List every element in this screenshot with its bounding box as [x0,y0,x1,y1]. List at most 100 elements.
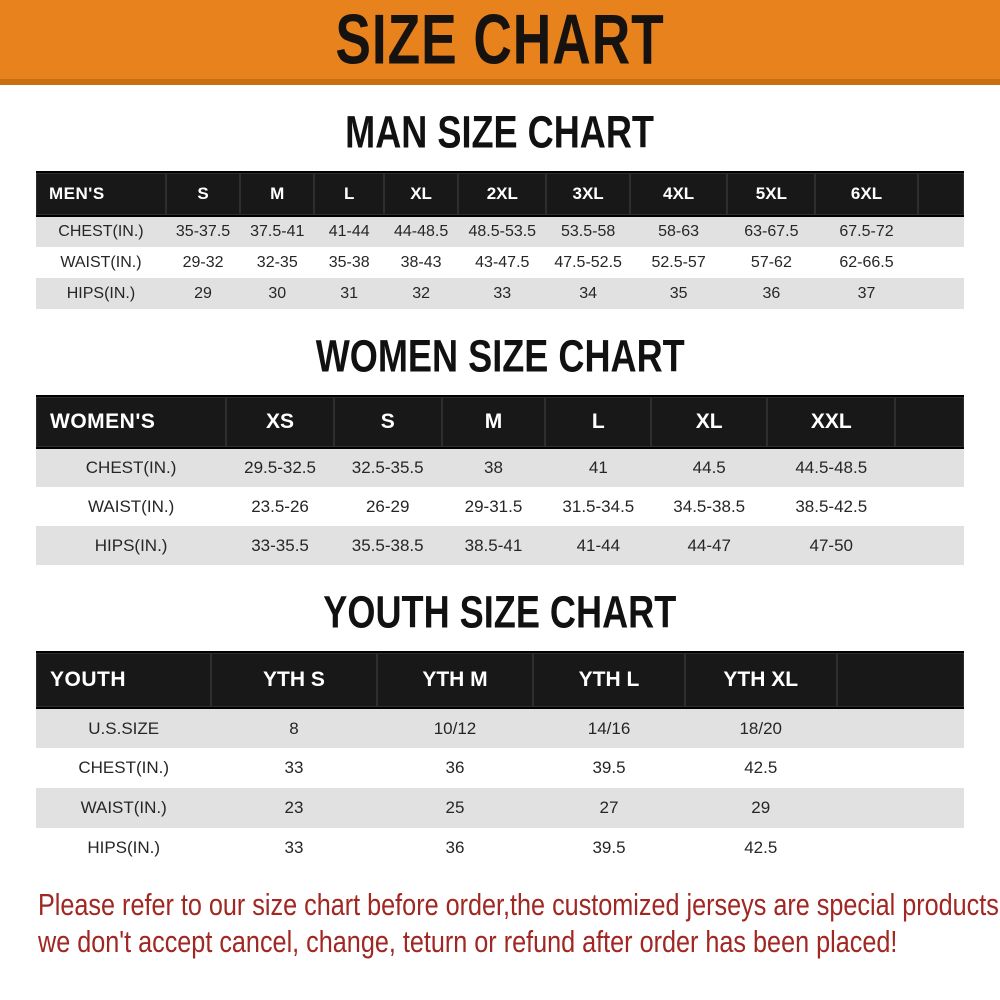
measurement-value: 32-35 [240,247,315,278]
measurement-value: 57-62 [727,247,816,278]
row-label: HIPS(IN.) [36,278,166,309]
measurement-row: CHEST(IN.) 33 36 39.5 42.5 [36,748,964,788]
spacer-cell [836,651,964,709]
row-label: U.S.SIZE [36,708,212,748]
measurement-value: 33-35.5 [226,526,334,565]
man-size-table: MEN'S S M L XL 2XL 3XL 4XL 5XL 6XL CHEST(IN.) 35-37… [36,171,964,309]
size-column-header: 5XL [727,171,816,217]
spacer-cell [836,788,964,828]
measurement-value: 29-31.5 [441,487,546,526]
measurement-value: 10/12 [376,708,534,748]
measurement-value: 33 [211,828,377,868]
measurement-value: 31.5-34.5 [545,487,652,526]
size-column-header: 2XL [458,171,547,217]
measurement-value: 44-47 [651,526,768,565]
row-label: WAIST(IN.) [36,247,166,278]
size-header-row: YOUTH YTH S YTH M YTH L YTH XL [36,651,964,709]
measurement-value: 44-48.5 [383,216,459,247]
women-size-chart-title-text: WOMEN SIZE CHART [315,331,685,383]
measurement-value: 38.5-41 [441,526,546,565]
measurement-value: 35-37.5 [165,216,241,247]
measurement-value: 34 [546,278,630,309]
size-column-header: 4XL [629,171,728,217]
row-label: WAIST(IN.) [36,788,212,828]
size-header-row: MEN'S S M L XL 2XL 3XL 4XL 5XL 6XL [36,171,964,217]
row-label: CHEST(IN.) [36,216,166,247]
size-column-header: YTH XL [684,651,837,709]
disclaimer-line-2: we don't accept cancel, change, teturn o… [38,924,898,959]
size-column-header: YTH M [376,651,534,709]
row-label: WAIST(IN.) [36,487,227,526]
youth-size-chart-title-text: YOUTH SIZE CHART [323,587,677,639]
measurement-value: 35 [629,278,728,309]
size-column-header: M [441,395,546,449]
measurement-value: 32.5-35.5 [333,448,442,487]
measurement-value: 38 [441,448,546,487]
measurement-value: 43-47.5 [458,247,547,278]
measurement-value: 41 [545,448,652,487]
measurement-value: 53.5-58 [546,216,630,247]
measurement-value: 44.5-48.5 [767,448,896,487]
measurement-row: CHEST(IN.) 29.5-32.5 32.5-35.5 38 41 44.5 44.5… [36,448,964,487]
women-size-chart-title: WOMEN SIZE CHART [0,332,1000,382]
banner-title: SIZE CHART [335,0,665,80]
measurement-value: 48.5-53.5 [458,216,547,247]
measurement-value: 23 [211,788,377,828]
size-chart-page: SIZE CHART MAN SIZE CHART MEN'S S M L XL 2XL 3… [0,0,1000,960]
measurement-value: 41-44 [314,216,384,247]
measurement-value: 39.5 [533,828,685,868]
size-column-header: S [333,395,442,449]
measurement-value: 38.5-42.5 [767,487,896,526]
size-column-header: XS [226,395,334,449]
measurement-value: 29 [165,278,241,309]
measurement-value: 47-50 [767,526,896,565]
spacer-cell [895,395,964,449]
measurement-value: 23.5-26 [226,487,334,526]
size-header-row: WOMEN'S XS S M L XL XXL [36,395,964,449]
spacer-cell [836,748,964,788]
measurement-value: 29 [684,788,837,828]
man-size-chart-title: MAN SIZE CHART [0,108,1000,158]
measurement-value: 37.5-41 [240,216,315,247]
measurement-value: 18/20 [684,708,837,748]
measurement-row: CHEST(IN.) 35-37.5 37.5-41 41-44 44-48.5 48.5… [36,216,964,247]
row-label: HIPS(IN.) [36,526,227,565]
measurement-value: 34.5-38.5 [651,487,768,526]
measurement-row: WAIST(IN.) 23.5-26 26-29 29-31.5 31.5-34.5 34… [36,487,964,526]
spacer-cell [917,278,964,309]
measurement-value: 31 [314,278,384,309]
man-size-chart-title-text: MAN SIZE CHART [345,107,655,159]
measurement-value: 36 [376,828,534,868]
youth-size-chart-title: YOUTH SIZE CHART [0,588,1000,638]
group-label: MEN'S [36,171,166,217]
banner: SIZE CHART [0,0,1000,85]
measurement-value: 32 [383,278,459,309]
measurement-value: 35-38 [314,247,384,278]
size-column-header: 3XL [546,171,630,217]
measurement-row: U.S.SIZE 8 10/12 14/16 18/20 [36,708,964,748]
measurement-value: 25 [376,788,534,828]
man-size-chart-section: MAN SIZE CHART MEN'S S M L XL 2XL 3XL 4XL 5XL 6XL… [0,108,1000,309]
measurement-value: 36 [376,748,534,788]
measurement-row: HIPS(IN.) 33-35.5 35.5-38.5 38.5-41 41-44 44-… [36,526,964,565]
spacer-cell [836,828,964,868]
measurement-value: 8 [211,708,377,748]
measurement-row: WAIST(IN.) 23 25 27 29 [36,788,964,828]
measurement-value: 33 [211,748,377,788]
size-column-header: XXL [767,395,896,449]
measurement-value: 26-29 [333,487,442,526]
group-label: YOUTH [36,651,212,709]
row-label: CHEST(IN.) [36,448,227,487]
disclaimer: Please refer to our size chart before or… [38,886,1000,960]
measurement-row: HIPS(IN.) 29 30 31 32 33 34 35 36 37 [36,278,964,309]
measurement-value: 29-32 [165,247,241,278]
measurement-value: 63-67.5 [727,216,816,247]
measurement-value: 47.5-52.5 [546,247,630,278]
size-column-header: M [240,171,315,217]
spacer-cell [895,487,964,526]
spacer-cell [895,448,964,487]
women-size-table: WOMEN'S XS S M L XL XXL CHEST(IN.) 29.5-32.5 32.5… [36,395,964,565]
size-column-header: XL [383,171,459,217]
size-column-header: 6XL [815,171,918,217]
measurement-value: 52.5-57 [629,247,728,278]
